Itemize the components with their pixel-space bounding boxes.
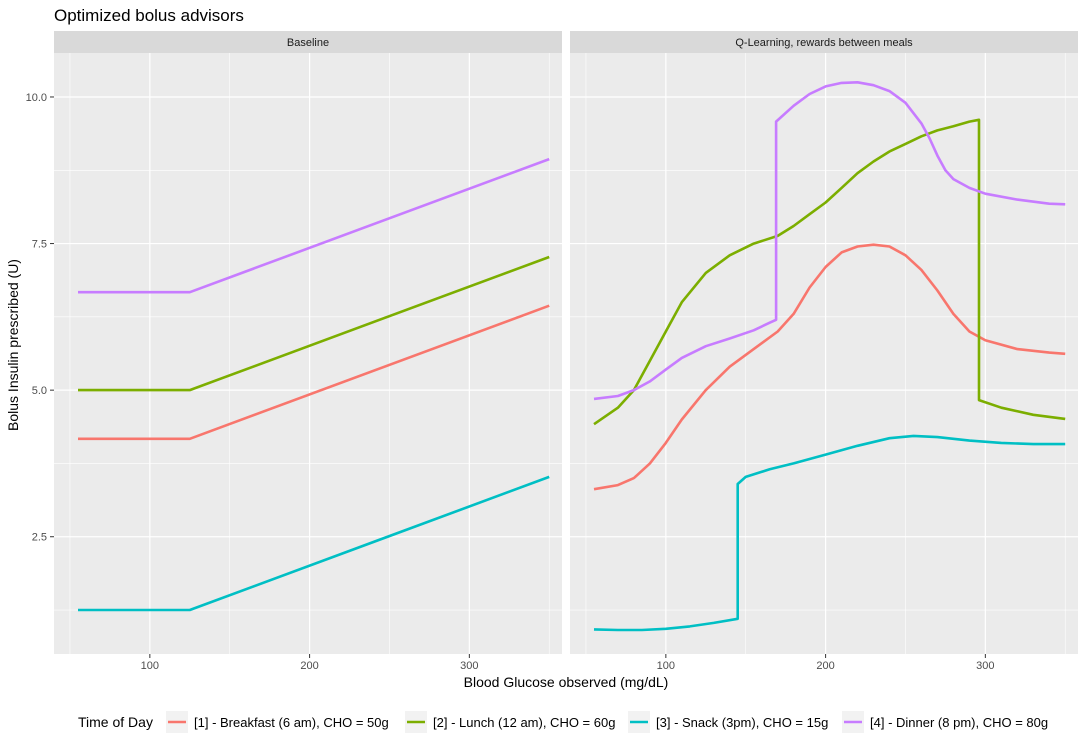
facet-strip-label: Q-Learning, rewards between meals xyxy=(735,37,913,49)
legend-entry-label: [2] - Lunch (12 am), CHO = 60g xyxy=(433,715,615,730)
legend: Time of Day [1] - Breakfast (6 am), CHO … xyxy=(78,711,1048,733)
x-tick-label: 200 xyxy=(816,660,834,672)
legend-entry-label: [1] - Breakfast (6 am), CHO = 50g xyxy=(194,715,389,730)
x-tick-label: 200 xyxy=(300,660,318,672)
plot-background xyxy=(570,53,1078,654)
chart-title: Optimized bolus advisors xyxy=(54,6,244,25)
x-tick-label: 300 xyxy=(976,660,994,672)
x-tick-label: 300 xyxy=(460,660,478,672)
y-axis-label: Bolus Insulin prescribed (U) xyxy=(5,259,21,431)
x-tick-label: 100 xyxy=(657,660,675,672)
series-line-3 xyxy=(78,475,550,612)
x-axis: 100 200 300 100 200 300 xyxy=(141,654,995,672)
series-line-4 xyxy=(593,81,1066,401)
y-tick-label: 5.0 xyxy=(32,385,47,397)
series-line-3 xyxy=(593,434,1066,632)
y-tick-label: 7.5 xyxy=(32,239,47,251)
facet-panel-baseline: Baseline xyxy=(54,31,562,654)
legend-entry-label: [4] - Dinner (8 pm), CHO = 80g xyxy=(870,715,1048,730)
y-tick-label: 2.5 xyxy=(32,532,47,544)
plot-background xyxy=(54,53,562,654)
facet-strip-label: Baseline xyxy=(287,37,329,49)
facet-panel-q-learning: Q-Learning, rewards between meals xyxy=(570,31,1078,654)
facet-strip xyxy=(570,31,1078,53)
legend-title: Time of Day xyxy=(78,714,153,730)
series-line-1 xyxy=(593,243,1066,491)
series-line-4 xyxy=(78,157,550,294)
x-axis-label: Blood Glucose observed (mg/dL) xyxy=(464,674,669,690)
facet-strip xyxy=(54,31,562,53)
series-line-1 xyxy=(78,304,550,441)
y-axis: 2.5 5.0 7.5 10.0 xyxy=(26,92,54,544)
x-tick-label: 100 xyxy=(141,660,159,672)
series-line-2 xyxy=(78,255,550,392)
series-line-2 xyxy=(593,118,1066,426)
y-tick-label: 10.0 xyxy=(26,92,47,104)
legend-entry-label: [3] - Snack (3pm), CHO = 15g xyxy=(656,715,828,730)
